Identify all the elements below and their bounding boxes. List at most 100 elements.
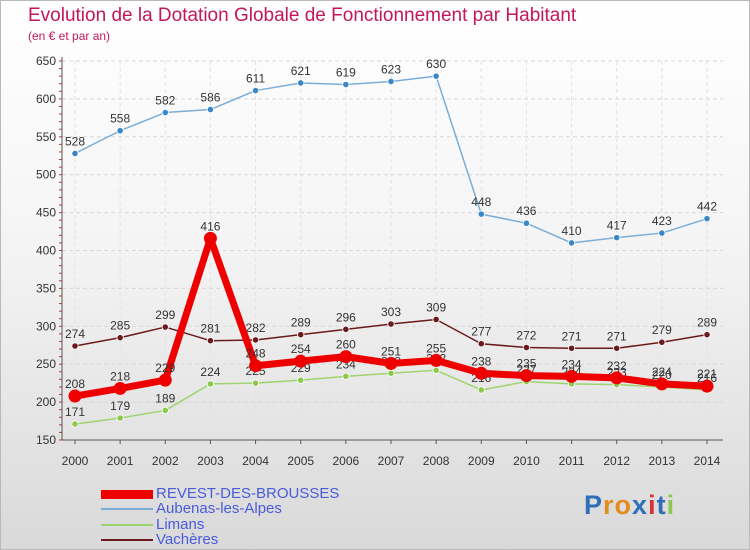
logo-letter: r — [603, 490, 615, 520]
x-tick-label: 2014 — [694, 454, 721, 468]
data-label: 251 — [381, 344, 401, 358]
data-point — [251, 336, 260, 344]
data-point — [297, 376, 305, 384]
data-label: 558 — [110, 112, 130, 126]
logo-letter: o — [614, 490, 633, 520]
data-point — [429, 353, 443, 367]
data-point — [68, 389, 82, 403]
data-point — [613, 234, 621, 242]
data-label: 274 — [65, 327, 85, 341]
data-label: 232 — [607, 359, 627, 373]
data-label: 448 — [471, 195, 491, 209]
data-label: 623 — [381, 62, 401, 76]
x-tick-label: 2002 — [152, 454, 179, 468]
data-point — [161, 323, 169, 331]
y-tick-label: 550 — [36, 130, 56, 144]
data-label: 238 — [471, 354, 491, 368]
x-tick-label: 2005 — [287, 454, 314, 468]
data-point — [251, 86, 260, 95]
x-tick-label: 2009 — [468, 454, 495, 468]
data-label: 224 — [652, 365, 672, 379]
x-tick-label: 2003 — [197, 454, 224, 468]
data-label: 277 — [471, 325, 491, 339]
data-label: 309 — [426, 300, 446, 314]
legend-label: Limans — [156, 516, 205, 533]
data-point — [297, 79, 305, 87]
y-tick-label: 150 — [36, 433, 56, 447]
data-label: 235 — [516, 357, 536, 371]
data-label: 528 — [65, 134, 85, 148]
data-label: 271 — [607, 329, 627, 343]
data-point — [342, 325, 350, 333]
data-label: 417 — [607, 219, 627, 233]
data-label: 234 — [562, 357, 582, 371]
data-label: 582 — [155, 94, 175, 108]
data-point — [206, 105, 215, 114]
data-label: 281 — [200, 322, 220, 336]
data-label: 619 — [336, 65, 356, 79]
proxiti-logo: Proxiti — [584, 490, 675, 521]
y-tick-label: 200 — [36, 395, 56, 409]
data-point — [161, 108, 169, 117]
data-point — [519, 369, 533, 383]
data-point — [387, 320, 395, 328]
data-point — [342, 372, 350, 380]
data-point — [116, 334, 124, 342]
data-label: 621 — [291, 64, 311, 78]
data-point — [474, 366, 488, 380]
data-label: 410 — [562, 224, 582, 238]
y-tick-label: 600 — [36, 92, 56, 106]
logo-letter: P — [584, 490, 604, 520]
data-label: 285 — [110, 319, 130, 333]
x-tick-label: 2000 — [62, 454, 89, 468]
data-point — [342, 80, 350, 89]
data-point — [203, 231, 217, 245]
data-point — [71, 342, 79, 350]
logo-letter: i — [648, 490, 657, 520]
data-label: 229 — [155, 361, 175, 375]
legend-swatch — [101, 524, 153, 526]
data-label: 423 — [652, 214, 672, 228]
data-label: 260 — [336, 338, 356, 352]
data-point — [161, 406, 169, 415]
data-point — [477, 210, 485, 218]
legend-label: Aubenas-les-Alpes — [156, 500, 282, 517]
data-point — [613, 344, 621, 352]
legend-label: Vachères — [156, 531, 219, 548]
data-point — [251, 379, 260, 387]
y-tick-label: 400 — [36, 244, 56, 258]
data-label: 630 — [426, 57, 446, 71]
data-label: 271 — [562, 329, 582, 343]
data-point — [477, 340, 485, 348]
data-point — [387, 77, 395, 86]
data-point — [297, 331, 305, 339]
data-label: 248 — [246, 347, 266, 361]
x-tick-label: 2006 — [333, 454, 360, 468]
data-label: 216 — [697, 371, 717, 385]
data-label: 224 — [200, 365, 220, 379]
data-label: 303 — [381, 305, 401, 319]
data-label: 289 — [291, 316, 311, 330]
logo-letter: x — [632, 490, 649, 520]
y-tick-label: 250 — [36, 357, 56, 371]
data-label: 255 — [426, 341, 446, 355]
x-tick-label: 2004 — [242, 454, 269, 468]
data-point — [658, 338, 666, 346]
data-point — [658, 229, 666, 237]
data-point — [113, 381, 127, 395]
data-point — [567, 239, 576, 247]
series-aubenas-les-alpes: 528 558 582 586 611 621 619 623 630 448 436 410 417 4… — [65, 57, 717, 247]
data-label: 289 — [697, 316, 717, 330]
data-point — [116, 127, 124, 135]
data-label: 254 — [291, 342, 311, 356]
data-label: 436 — [516, 204, 536, 218]
data-point — [655, 377, 669, 391]
y-tick-label: 650 — [36, 54, 56, 68]
logo-letter: i — [666, 490, 676, 520]
data-label: 279 — [652, 323, 672, 337]
data-point — [522, 343, 531, 352]
data-label: 179 — [110, 399, 130, 413]
data-label: 282 — [246, 321, 266, 335]
